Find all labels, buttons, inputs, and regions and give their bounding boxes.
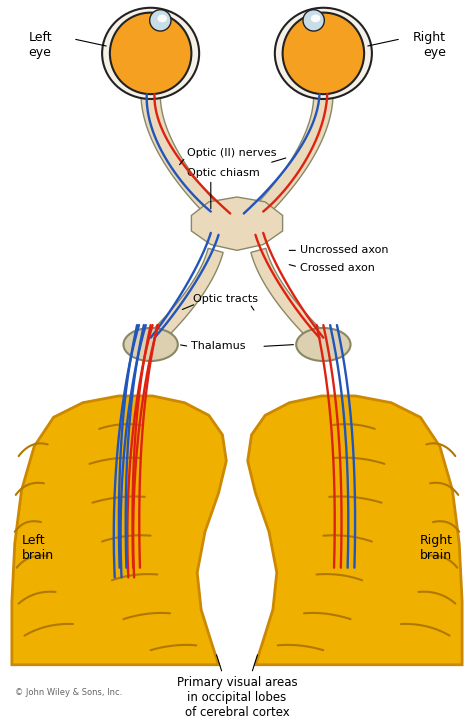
Polygon shape xyxy=(191,197,283,250)
Text: Right
eye: Right eye xyxy=(413,31,446,59)
Ellipse shape xyxy=(123,328,178,361)
Polygon shape xyxy=(251,249,329,348)
Ellipse shape xyxy=(303,9,324,31)
Text: Optic tracts: Optic tracts xyxy=(193,294,258,304)
Text: Primary visual areas
in occipital lobes
of cerebral cortex: Primary visual areas in occipital lobes … xyxy=(177,676,297,719)
Text: Left
eye: Left eye xyxy=(28,31,52,59)
Text: © John Wiley & Sons, Inc.: © John Wiley & Sons, Inc. xyxy=(15,688,122,697)
Ellipse shape xyxy=(296,328,351,361)
Text: Crossed axon: Crossed axon xyxy=(300,263,375,273)
Polygon shape xyxy=(248,396,462,665)
Text: Left
brain: Left brain xyxy=(21,534,54,563)
Ellipse shape xyxy=(275,8,372,99)
Ellipse shape xyxy=(311,14,320,22)
Text: Thalamus: Thalamus xyxy=(191,341,246,352)
Polygon shape xyxy=(253,94,333,219)
Circle shape xyxy=(110,12,191,94)
Ellipse shape xyxy=(157,14,167,22)
Polygon shape xyxy=(12,396,226,665)
Text: Optic chiasm: Optic chiasm xyxy=(187,167,259,178)
Text: Uncrossed axon: Uncrossed axon xyxy=(300,245,389,255)
Text: Optic (II) nerves: Optic (II) nerves xyxy=(187,149,276,158)
Circle shape xyxy=(283,12,364,94)
Text: Right
brain: Right brain xyxy=(419,534,453,563)
Polygon shape xyxy=(145,249,223,348)
Ellipse shape xyxy=(150,9,171,31)
Ellipse shape xyxy=(102,8,199,99)
Polygon shape xyxy=(141,94,221,219)
